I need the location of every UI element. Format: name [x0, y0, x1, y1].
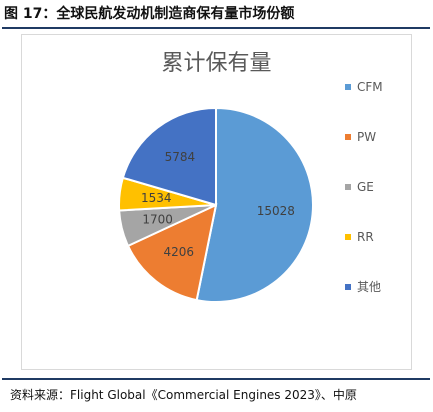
legend-swatch: [345, 83, 351, 90]
legend-label: 其他: [357, 280, 382, 294]
chart-title: 累计保有量: [161, 51, 272, 76]
data-label-other: 5784: [165, 150, 196, 164]
legend-item-ge: GE: [345, 179, 374, 195]
data-label-cfm: 15028: [257, 204, 295, 218]
source-divider: [2, 378, 430, 380]
legend-swatch: [345, 183, 351, 190]
legend-label: PW: [357, 130, 377, 144]
legend-swatch: [345, 283, 351, 290]
pie-slice-pw: [126, 203, 218, 302]
title-divider: [2, 27, 430, 29]
legend-item-cfm: CFM: [345, 79, 383, 95]
legend-swatch: [345, 133, 351, 140]
legend-item-rr: RR: [345, 229, 374, 245]
figure-title: 图 17：全球民航发动机制造商保有量市场份额: [4, 6, 295, 22]
pie-slice-other: [121, 106, 217, 207]
legend-label: RR: [357, 230, 374, 244]
data-label-rr: 1534: [141, 191, 172, 205]
legend-swatch: [345, 233, 351, 240]
legend-item-pw: PW: [345, 129, 376, 145]
pie-slice-cfm: [195, 106, 314, 303]
pie-chart: 15028 4206 1700 1534 5784: [118, 106, 314, 303]
data-label-pw: 4206: [163, 245, 194, 259]
legend-label: GE: [357, 180, 374, 194]
legend-item-other: 其他: [345, 279, 381, 295]
legend-label: CFM: [357, 80, 383, 94]
data-label-ge: 1700: [142, 213, 173, 227]
source-note: 资料来源：Flight Global《Commercial Engines 20…: [10, 388, 357, 402]
chart-area: 累计保有量 15028 4206 1700 1534 5784 CFM PW GE RR 其他: [21, 34, 412, 370]
